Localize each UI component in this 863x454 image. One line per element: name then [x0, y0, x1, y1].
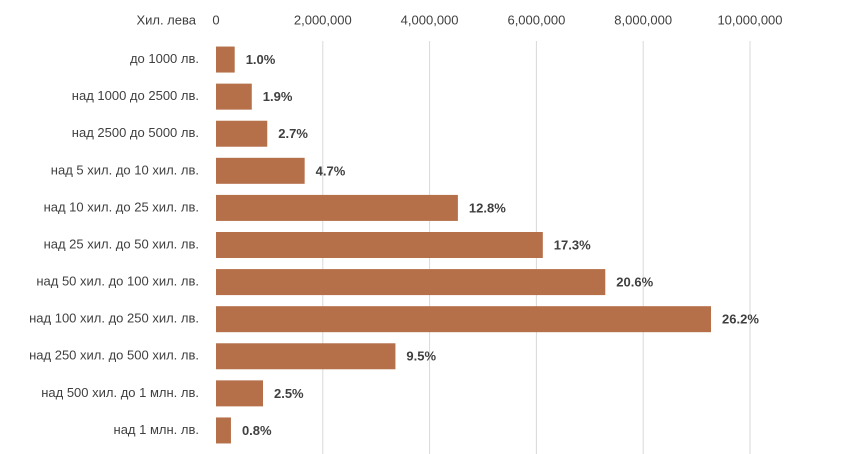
bar [216, 120, 268, 147]
value-label: 1.0% [246, 52, 276, 67]
value-label: 17.3% [554, 237, 591, 252]
y-tick-label: над 1000 до 2500 лв. [72, 88, 199, 103]
bar [216, 194, 458, 221]
y-tick-label: над 50 хил. до 100 хил. лв. [36, 274, 199, 289]
x-tick-label: 10,000,000 [717, 12, 782, 27]
axis-title: Хил. лева [136, 12, 196, 27]
y-tick-label: над 500 хил. до 1 млн. лв. [41, 385, 199, 400]
y-tick-label: над 250 хил. до 500 хил. лв. [29, 348, 199, 363]
y-tick-label: над 10 хил. до 25 хил. лв. [44, 199, 199, 214]
y-tick-label: до 1000 лв. [130, 51, 199, 66]
value-label: 4.7% [316, 163, 346, 178]
bar [216, 417, 231, 444]
value-label: 26.2% [722, 312, 759, 327]
y-tick-label: над 1 млн. лв. [114, 422, 199, 437]
bar [216, 157, 305, 184]
value-label: 2.7% [278, 126, 308, 141]
value-label: 9.5% [406, 349, 436, 364]
value-label: 12.8% [469, 200, 506, 215]
x-tick-label: 6,000,000 [507, 12, 565, 27]
y-tick-label: над 100 хил. до 250 хил. лв. [29, 311, 199, 326]
y-tick-label: над 25 хил. до 50 хил. лв. [44, 236, 199, 251]
x-tick-label: 0 [212, 12, 219, 27]
bar [216, 343, 396, 370]
bar [216, 380, 263, 407]
bar [216, 306, 712, 333]
bar [216, 46, 235, 73]
bar [216, 83, 252, 110]
x-tick-label: 2,000,000 [294, 12, 352, 27]
value-label: 0.8% [242, 423, 272, 438]
y-tick-label: над 2500 до 5000 лв. [72, 125, 199, 140]
value-label: 1.9% [263, 89, 293, 104]
x-tick-label: 8,000,000 [614, 12, 672, 27]
value-label: 20.6% [616, 275, 653, 290]
bar [216, 269, 606, 296]
value-label: 2.5% [274, 386, 304, 401]
x-tick-label: 4,000,000 [401, 12, 459, 27]
bar [216, 232, 543, 258]
y-tick-label: над 5 хил. до 10 хил. лв. [51, 162, 199, 177]
